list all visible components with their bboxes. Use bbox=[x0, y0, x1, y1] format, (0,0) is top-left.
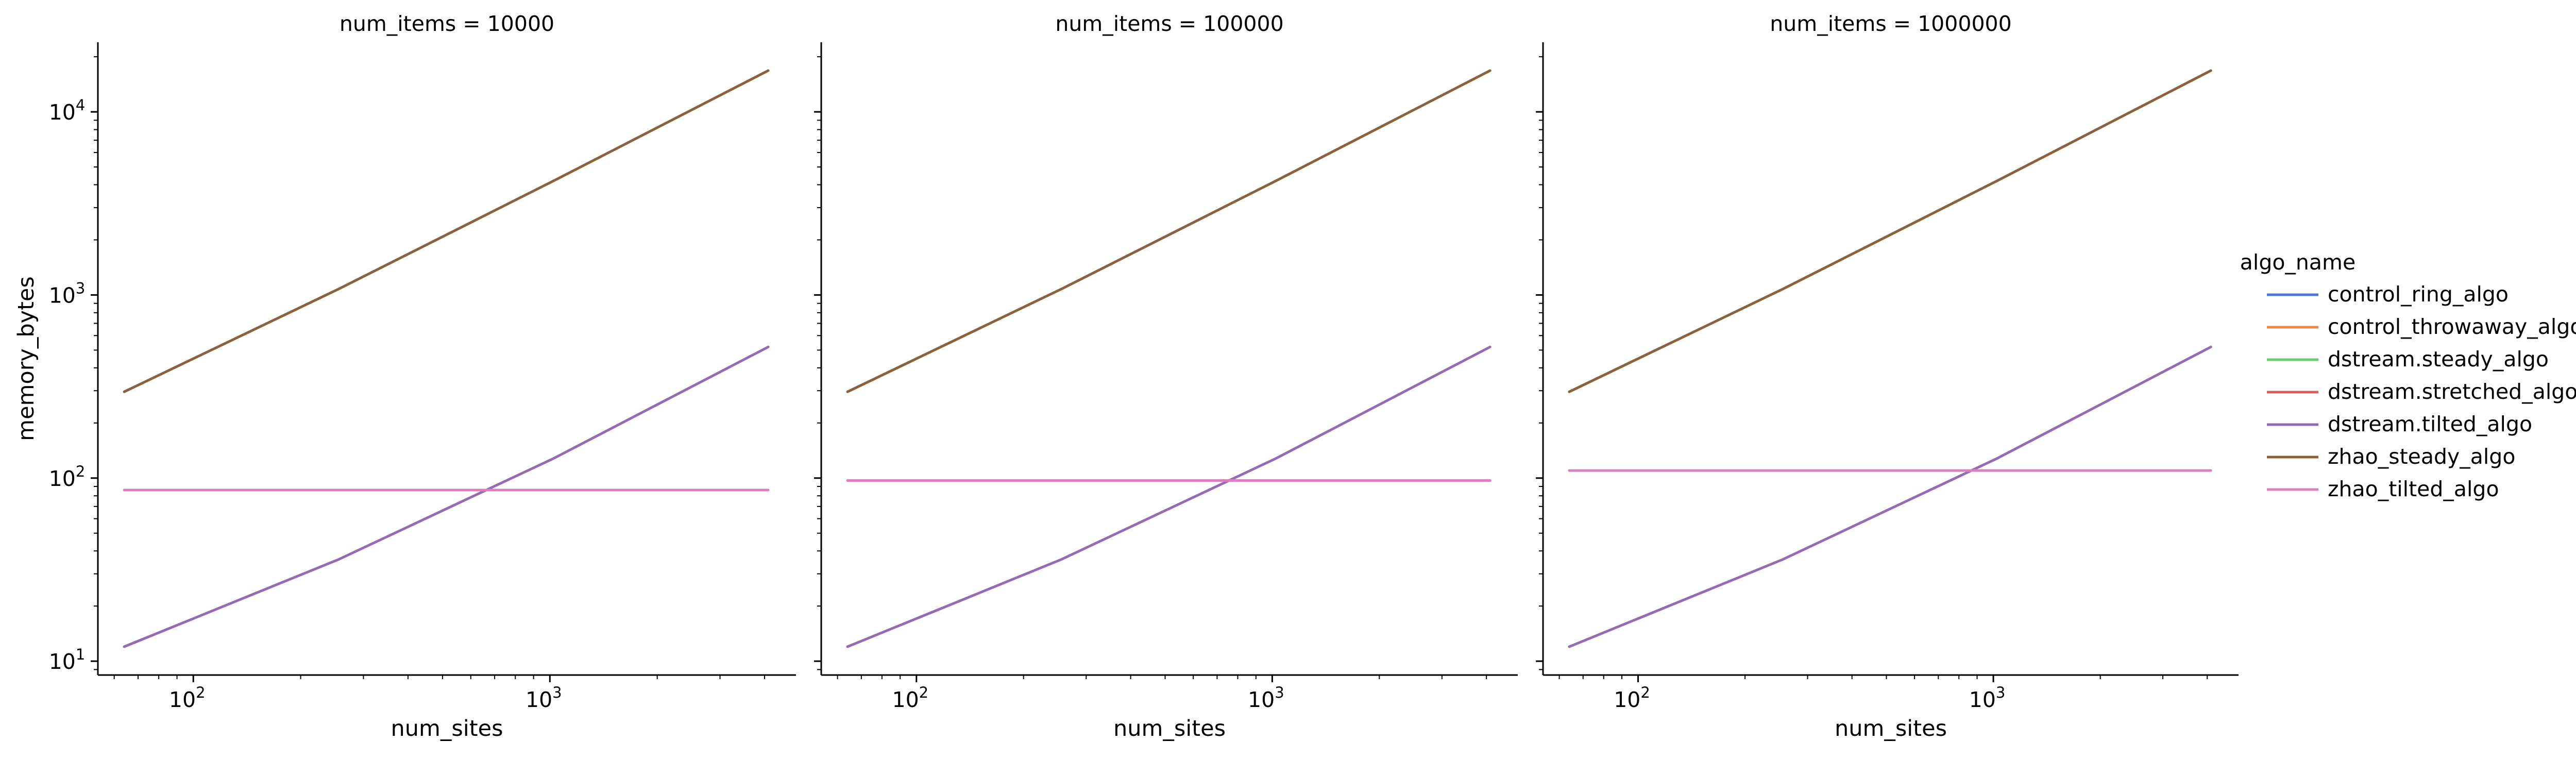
legend-item-label: dstream.tilted_algo bbox=[2328, 412, 2532, 436]
y-axis-label: memory_bytes bbox=[13, 276, 39, 441]
x-tick-label: 103 bbox=[1248, 684, 1284, 712]
series-line-zhao-steady-algo bbox=[1568, 69, 2212, 393]
legend-title: algo_name bbox=[2240, 250, 2355, 275]
facet-panel-3: num_items = 1000000 102 103 num_sites bbox=[1536, 11, 2239, 742]
legend-item-label: dstream.steady_algo bbox=[2328, 347, 2549, 372]
x-tick-label: 102 bbox=[892, 684, 928, 712]
y-tick-label: 104 bbox=[49, 96, 86, 125]
legend-item-label: zhao_tilted_algo bbox=[2328, 477, 2499, 501]
x-tick-label: 102 bbox=[1614, 684, 1650, 712]
y-tick-label: 103 bbox=[49, 279, 86, 308]
y-tick-label: 102 bbox=[49, 463, 86, 491]
x-axis-label: num_sites bbox=[1113, 716, 1226, 742]
x-axis-label: num_sites bbox=[391, 716, 503, 742]
series-line-dstream-tilted-algo bbox=[123, 345, 770, 648]
legend-item-label: control_throwaway_algo bbox=[2328, 314, 2576, 339]
legend-item-label: zhao_steady_algo bbox=[2328, 444, 2515, 469]
series-line-dstream-tilted-algo bbox=[846, 345, 1492, 648]
panel-title: num_items = 1000000 bbox=[1770, 11, 2011, 36]
y-tick-label: 101 bbox=[49, 646, 86, 674]
series-line-zhao-steady-algo bbox=[123, 69, 770, 393]
x-tick-label: 103 bbox=[1969, 684, 2006, 712]
facet-panel-1: num_items = 10000 102 103 101 102 103 104 num_s… bbox=[13, 11, 796, 742]
series-line-dstream-tilted-algo bbox=[1568, 345, 2212, 648]
legend-item-label: dstream.stretched_algo bbox=[2328, 379, 2576, 404]
x-axis-label: num_sites bbox=[1835, 716, 1947, 742]
x-tick-label: 103 bbox=[526, 684, 562, 712]
legend: algo_name control_ring_algo control_throw… bbox=[2240, 250, 2576, 501]
facet-panel-2: num_items = 100000 102 103 num_sites bbox=[814, 11, 1518, 742]
x-tick-label: 102 bbox=[169, 684, 206, 712]
series-line-zhao-steady-algo bbox=[846, 69, 1492, 393]
panel-title: num_items = 10000 bbox=[340, 11, 554, 36]
panel-title: num_items = 100000 bbox=[1055, 11, 1283, 36]
legend-item-label: control_ring_algo bbox=[2328, 282, 2509, 307]
